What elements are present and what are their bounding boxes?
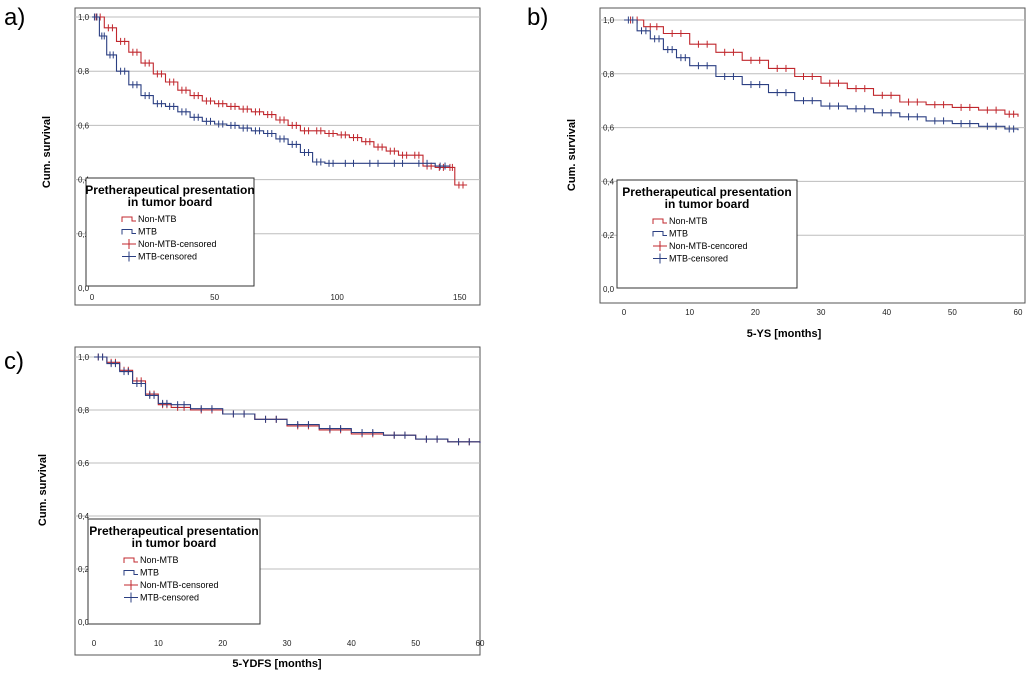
x-tick-label: 60	[1014, 308, 1023, 317]
x-tick-label: 0	[92, 639, 97, 648]
x-tick-label: 50	[948, 308, 957, 317]
legend-swatch-line	[123, 570, 138, 576]
chart-1: 0,0 0,2 0,4 0,6 0,8 1,0 0 50 100 150 Cum. survival…	[41, 7, 481, 306]
y-tick-label: 0,8	[78, 67, 90, 76]
y-tick-label: 0,0	[78, 284, 90, 293]
plot-frame	[74, 7, 481, 306]
legend-title-line2: in tumor board	[132, 536, 217, 550]
legend-swatch-line	[121, 216, 136, 222]
y-tick-label: 0,6	[78, 459, 90, 468]
x-tick-label: 20	[218, 639, 227, 648]
legend-swatch-line	[123, 557, 138, 563]
legend-entry-label: Non-MTB	[669, 216, 708, 226]
legend-title-line2: in tumor board	[665, 197, 750, 211]
legend-entry-label: Non-MTB	[138, 214, 177, 224]
legend-entry-label: MTB	[140, 568, 159, 578]
y-tick-label: 0,0	[603, 285, 615, 294]
legend-entry-label: MTB	[669, 229, 688, 239]
y-tick-label: 0,2	[603, 231, 615, 240]
y-tick-label: 0,4	[78, 512, 90, 521]
legend-box	[87, 518, 261, 625]
legend-entry-label: MTB	[138, 227, 157, 237]
y-tick-label: 0,6	[78, 121, 90, 130]
x-tick-label: 30	[283, 639, 292, 648]
y-tick-label: 0,0	[78, 618, 90, 627]
legend-entry-label: Non-MTB-censored	[140, 580, 219, 590]
legend-box	[85, 177, 255, 287]
legend-entry-label: MTB-censored	[138, 252, 197, 262]
legend-entry-label: Non-MTB	[140, 555, 179, 565]
x-tick-label: 150	[453, 293, 467, 302]
panel-label-c: c)	[4, 348, 24, 375]
x-tick-label: 0	[90, 293, 95, 302]
series-line-non-mtb	[94, 356, 481, 444]
x-tick-label: 30	[817, 308, 826, 317]
x-tick-label: 20	[751, 308, 760, 317]
x-tick-label: 10	[685, 308, 694, 317]
series-line-non-mtb	[92, 16, 468, 186]
x-tick-label: 40	[882, 308, 891, 317]
x-tick-label: 100	[330, 293, 344, 302]
x-axis-title: 5-YS [months]	[747, 328, 822, 340]
y-axis-title: Cum. survival	[37, 454, 49, 526]
y-tick-label: 0,6	[603, 124, 615, 133]
x-tick-label: 40	[347, 639, 356, 648]
x-tick-label: 60	[476, 639, 485, 648]
x-tick-label: 50	[411, 639, 420, 648]
x-tick-label: 10	[154, 639, 163, 648]
y-tick-label: 0,2	[78, 230, 90, 239]
legend-entry-label: MTB-censored	[669, 254, 728, 264]
series-line-mtb	[92, 16, 450, 167]
y-tick-label: 1,0	[78, 353, 90, 362]
legend-entry-label: Non-MTB-censored	[138, 239, 217, 249]
y-tick-label: 0,4	[603, 177, 615, 186]
y-tick-label: 0,2	[78, 565, 90, 574]
x-tick-label: 0	[622, 308, 627, 317]
panel-label-b: b)	[527, 4, 549, 31]
y-tick-label: 1,0	[78, 13, 90, 22]
y-tick-label: 0,8	[603, 70, 615, 79]
series-line-mtb	[94, 356, 481, 444]
legend-title-line1: Pretherapeutical presentation	[85, 183, 254, 197]
legend-swatch-line	[121, 229, 136, 235]
legend-title-line1: Pretherapeutical presentation	[89, 524, 258, 538]
legend-entry-label: Non-MTB-cencored	[669, 241, 748, 251]
x-axis-title: 5-YDFS [months]	[232, 658, 322, 670]
y-tick-label: 1,0	[603, 16, 615, 25]
plot-frame	[74, 346, 481, 656]
legend-title-line2: in tumor board	[128, 195, 213, 209]
legend-swatch-line	[652, 231, 667, 237]
legend-swatch-line	[652, 218, 667, 224]
legend-box	[616, 179, 798, 289]
y-axis-title: Cum. survival	[566, 119, 578, 191]
plot-frame	[599, 7, 1026, 304]
y-axis-title: Cum. survival	[41, 116, 53, 188]
panel-label-a: a)	[4, 4, 26, 31]
y-tick-label: 0,4	[78, 176, 90, 185]
chart-3: 0,0 0,2 0,4 0,6 0,8 1,0 0 10 20 30 40 50 60 Cum. surv…	[37, 346, 485, 670]
series-line-mtb	[624, 19, 1019, 131]
chart-2: 0,0 0,2 0,4 0,6 0,8 1,0 0 10 20 30 40 50 60 Cum. surv…	[566, 7, 1026, 340]
x-tick-label: 50	[210, 293, 219, 302]
legend-title-line1: Pretherapeutical presentation	[622, 185, 791, 199]
y-tick-label: 0,8	[78, 406, 90, 415]
legend-entry-label: MTB-censored	[140, 593, 199, 603]
